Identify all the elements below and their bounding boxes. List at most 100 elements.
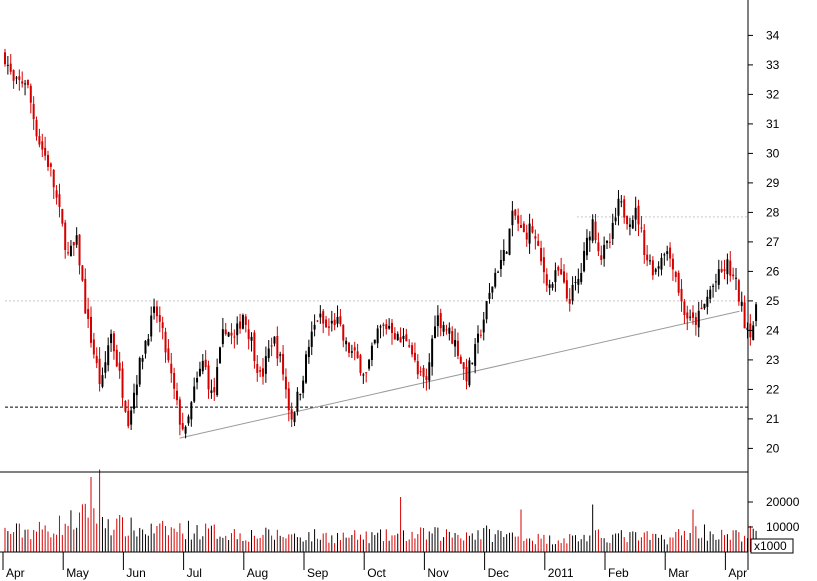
candle-body	[434, 326, 436, 339]
candle-body	[81, 265, 84, 281]
candle-body	[49, 163, 52, 167]
candle-body	[339, 316, 342, 325]
candle-body	[319, 313, 322, 318]
candle-body	[107, 345, 110, 366]
candle-body	[26, 80, 29, 86]
candle-body	[540, 247, 543, 262]
candle-body	[58, 194, 61, 207]
candle-body	[379, 326, 382, 328]
candle-body	[348, 342, 350, 353]
price-tick-label: 34	[766, 28, 780, 42]
candle-body	[104, 362, 107, 373]
candle-body	[282, 353, 285, 375]
candle-body	[219, 347, 221, 364]
candle-body	[651, 260, 654, 276]
candle-body	[692, 312, 694, 318]
candle-body	[305, 354, 307, 383]
candle-body	[703, 303, 706, 309]
month-tick-label: Dec	[488, 566, 509, 580]
candle-body	[497, 271, 500, 273]
candle-body	[491, 286, 494, 293]
price-tick-label: 30	[766, 146, 780, 160]
candle-body	[224, 329, 227, 335]
candle-body	[617, 198, 620, 216]
candle-body	[155, 306, 158, 317]
candle-body	[290, 409, 293, 420]
candle-body	[135, 384, 138, 396]
candle-body	[336, 316, 339, 324]
candle-body	[459, 356, 462, 364]
candle-body	[657, 266, 660, 269]
candle-body	[671, 258, 674, 270]
candle-body	[370, 345, 373, 360]
candle-body	[173, 373, 176, 389]
candle-body	[752, 325, 755, 340]
candle-body	[101, 375, 104, 387]
candle-body	[537, 240, 540, 246]
candle-body	[669, 247, 672, 259]
candle-body	[654, 269, 657, 272]
time-axis: Apr May Jun Jul Aug Sep Oct Nov Dec 2011 Feb Mar Apr	[2, 552, 747, 580]
candle-body	[485, 301, 488, 320]
month-tick-label: Jul	[187, 566, 202, 580]
candle-body	[233, 336, 236, 338]
candle-body	[287, 388, 290, 411]
price-axis: 20 21 22 23 24 25 26 27 28 29 30 31 32 33 34	[748, 28, 780, 455]
candle-body	[735, 277, 737, 279]
candle-body	[520, 225, 522, 228]
candle-body	[462, 362, 465, 369]
candle-body	[714, 281, 717, 283]
candle-body	[689, 316, 692, 318]
candle-body	[164, 331, 167, 353]
candle-body	[683, 301, 686, 316]
candle-body	[448, 327, 451, 334]
month-tick-label: Apr	[6, 566, 25, 580]
candle-body	[250, 336, 253, 341]
candle-body	[92, 339, 95, 355]
candle-body	[548, 284, 551, 288]
candle-body	[359, 355, 362, 373]
candle-body	[307, 346, 310, 358]
candle-body	[637, 205, 640, 225]
month-tick-label: Mar	[668, 566, 689, 580]
candle-body	[236, 323, 239, 336]
candle-body	[64, 222, 67, 250]
candle-body	[737, 280, 740, 302]
volume-bars	[4, 469, 757, 552]
candle-body	[525, 232, 528, 240]
candle-body	[15, 77, 18, 79]
candle-body	[597, 242, 600, 252]
candle-body	[591, 219, 594, 241]
candle-body	[84, 278, 87, 314]
candle-body	[127, 410, 130, 427]
candle-body	[296, 391, 299, 412]
candle-body	[47, 155, 49, 167]
candle-body	[178, 399, 181, 425]
candle-body	[396, 333, 399, 341]
candle-body	[732, 274, 735, 277]
candle-body	[362, 374, 365, 376]
candle-body	[468, 360, 471, 386]
month-tick-label: Jun	[126, 566, 145, 580]
candle-body	[585, 237, 588, 256]
candle-body	[184, 426, 187, 434]
candle-body	[356, 351, 359, 359]
candle-body	[502, 249, 505, 261]
candle-body	[680, 288, 683, 302]
candle-body	[176, 390, 178, 401]
candle-body	[479, 334, 482, 336]
candle-body	[29, 85, 32, 103]
candle-body	[313, 324, 316, 330]
candle-body	[411, 345, 414, 355]
price-tick-label: 21	[766, 412, 780, 426]
candle-body	[425, 376, 428, 381]
candle-body	[273, 336, 276, 344]
candle-body	[746, 327, 749, 331]
candle-body	[190, 402, 193, 420]
candle-body	[743, 302, 746, 329]
support-trendline	[179, 310, 740, 439]
candle-body	[4, 52, 6, 65]
candle-body	[723, 269, 726, 272]
candle-body	[201, 360, 204, 372]
